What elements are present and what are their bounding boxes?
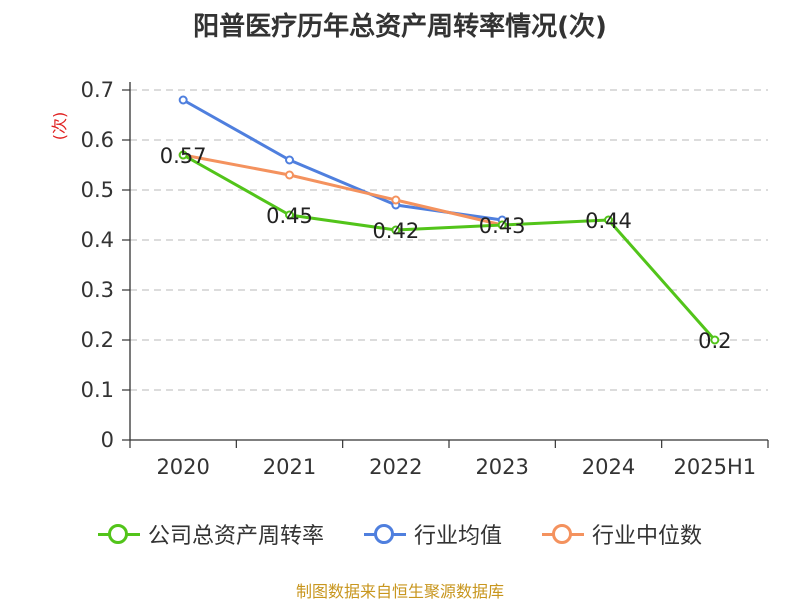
legend-marker-industry-mean — [363, 524, 406, 544]
series-line-2 — [182, 153, 503, 227]
data-label: 0.45 — [266, 204, 313, 228]
y-tick-label: 0.2 — [81, 328, 114, 352]
data-point-0 — [604, 215, 613, 225]
x-tick-label: 2022 — [369, 455, 422, 479]
series-line-1 — [182, 98, 503, 222]
x-tick-label: 2023 — [475, 455, 528, 479]
data-label: 0.43 — [479, 214, 526, 238]
y-tick-label: 0.5 — [81, 178, 114, 202]
data-point-0 — [391, 225, 401, 235]
y-tick-label: 0.6 — [81, 128, 114, 152]
data-point-1 — [178, 95, 188, 105]
y-tick-label: 0.4 — [81, 228, 114, 252]
data-label: 0.42 — [372, 219, 419, 243]
legend-label-company: 公司总资产周转率 — [147, 524, 324, 549]
y-tick-label: 0.3 — [81, 278, 114, 302]
data-source-note: 制图数据来自恒生聚源数据库 — [295, 582, 504, 601]
data-point-0 — [285, 210, 294, 220]
x-tick-label: 2020 — [156, 455, 209, 479]
data-label: 0.44 — [585, 209, 632, 233]
legend-label-industry-mean: 行业均值 — [413, 524, 502, 549]
y-tick-label: 0.1 — [81, 378, 114, 402]
y-tick-label: 0 — [101, 428, 114, 452]
legend-label-industry-median: 行业中位数 — [592, 524, 703, 549]
data-point-2 — [391, 195, 401, 205]
y-tick-label: 0.7 — [81, 78, 114, 102]
legend-item-industry-mean[interactable]: 行业均值 — [363, 518, 502, 550]
chart-title: 阳普医疗历年总资产周转率情况(次) — [193, 12, 607, 42]
legend-item-company[interactable]: 公司总资产周转率 — [97, 518, 324, 550]
legend-item-industry-median[interactable]: 行业中位数 — [542, 518, 702, 550]
data-point-0 — [178, 150, 188, 160]
series-line-0 — [182, 153, 716, 341]
data-point-0 — [710, 335, 720, 345]
data-point-0 — [497, 220, 507, 230]
data-point-2 — [285, 170, 294, 180]
x-tick-label: 2021 — [263, 455, 316, 479]
legend-marker-industry-median — [542, 524, 584, 544]
data-label: 0.2 — [698, 329, 731, 353]
data-point-1 — [285, 155, 294, 165]
x-tick-label: 2024 — [582, 455, 635, 479]
data-label: 0.57 — [160, 144, 207, 168]
legend: 公司总资产周转率 行业均值 行业中位数 — [0, 518, 800, 550]
legend-marker-company — [97, 524, 140, 544]
x-tick-label: 2025H1 — [674, 455, 757, 479]
